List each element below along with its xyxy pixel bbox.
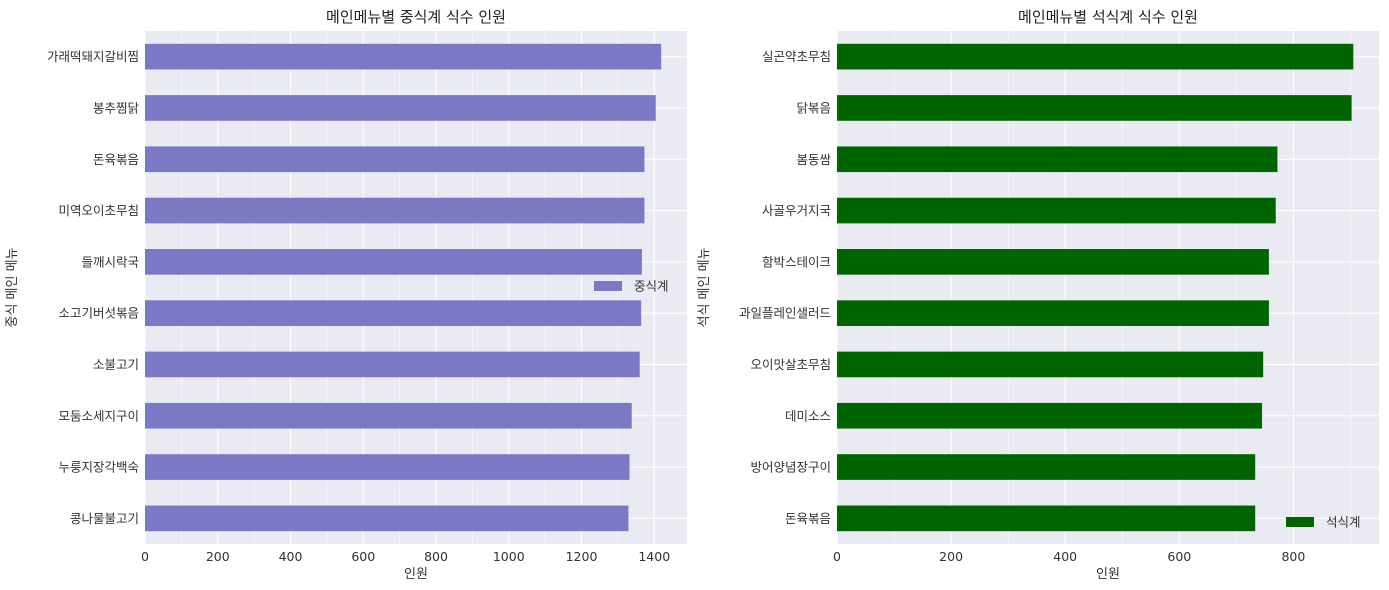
y-tick-label: 봉추찜닭 [93,100,140,115]
y-tick-label: 실곤약초무침 [762,49,831,64]
y-tick-label: 사골우거지국 [762,203,831,218]
y-tick-label: 콩나물불고기 [70,511,139,526]
legend-label: 중식계 [634,279,669,294]
y-tick-label: 미역오이초무침 [58,203,139,218]
bar-1 [145,43,662,70]
legend-label: 석식계 [1326,515,1361,530]
bar-4 [145,197,645,224]
y-axis-label: 석식 메인 메뉴 [697,247,712,327]
bar-8 [145,402,632,429]
y-tick-label: 소불고기 [93,357,139,372]
bar-4 [837,197,1276,224]
legend-swatch [594,281,622,291]
y-tick-label: 모둠소세지구이 [58,408,139,423]
y-tick-label: 돈육볶음 [785,511,831,526]
bar-9 [145,454,630,480]
bar-9 [837,454,1256,480]
bar-8 [837,402,1263,429]
y-tick-label: 가래떡돼지갈비찜 [47,49,139,64]
y-tick-label: 방어양념장구이 [750,460,831,475]
y-tick-label: 닭볶음 [796,100,831,115]
chart-title: 메인메뉴별 중식계 식수 인원 [326,8,506,26]
x-tick-label: 200 [939,549,963,564]
x-tick-label: 400 [1053,549,1077,564]
bar-7 [145,351,640,378]
y-tick-label: 과일플레인샐러드 [739,306,831,321]
bar-3 [145,146,645,173]
y-tick-label: 봄동쌈 [796,152,831,167]
y-tick-label: 소고기버섯볶음 [58,306,139,321]
bar-6 [837,300,1269,326]
x-tick-label: 600 [351,549,375,564]
chart-title: 메인메뉴별 석식계 식수 인원 [1018,8,1198,26]
y-tick-label: 들깨시락국 [81,254,139,269]
bar-1 [837,43,1354,70]
bar-5 [837,249,1269,275]
x-axis-label: 인원 [404,567,428,582]
legend-swatch [1286,517,1314,527]
bar-10 [145,505,629,532]
chart-2: 실곤약초무침닭볶음봄동쌈사골우거지국함박스테이크과일플레인샐러드오이맛살초무침데… [697,8,1379,582]
y-tick-label: 데미소스 [785,408,831,423]
y-axis-label: 중식 메인 메뉴 [5,247,20,327]
bar-10 [837,505,1256,532]
x-tick-label: 200 [206,549,230,564]
x-tick-label: 1200 [566,549,598,564]
y-tick-label: 오이맛살초무침 [750,357,831,372]
x-axis-label: 인원 [1096,567,1120,582]
x-tick-label: 400 [279,549,303,564]
x-tick-label: 600 [1167,549,1191,564]
bar-5 [145,249,642,275]
chart-1: 가래떡돼지갈비찜봉추찜닭돈육볶음미역오이초무침들깨시락국소고기버섯볶음소불고기모… [5,8,687,582]
bar-3 [837,146,1278,173]
y-tick-label: 누룽지장각백숙 [58,460,139,475]
x-tick-label: 800 [424,549,448,564]
x-tick-label: 1000 [493,549,525,564]
bar-6 [145,300,642,326]
x-tick-label: 0 [141,549,149,564]
y-tick-label: 함박스테이크 [762,254,831,269]
x-tick-label: 800 [1281,549,1305,564]
bar-7 [837,351,1264,378]
bar-2 [837,95,1352,121]
y-tick-label: 돈육볶음 [93,152,139,167]
x-tick-label: 1400 [638,549,670,564]
x-tick-label: 0 [833,549,841,564]
bar-2 [145,95,656,121]
